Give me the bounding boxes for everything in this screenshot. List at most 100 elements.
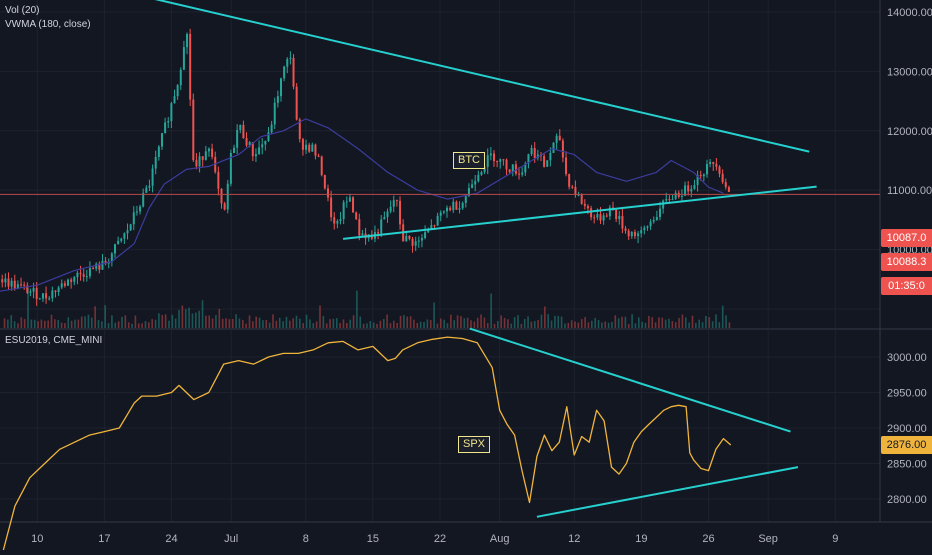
candle-body: [608, 207, 611, 217]
candle-body: [198, 156, 201, 167]
legend-vwma[interactable]: VWMA (180, close): [5, 19, 91, 30]
candle-body: [57, 287, 60, 292]
annotation-spx[interactable]: SPX: [458, 436, 491, 453]
volume-bar: [188, 307, 190, 328]
volume-bar: [440, 318, 442, 328]
legend-volume[interactable]: Vol (20): [5, 5, 40, 16]
candle-body: [643, 227, 646, 231]
candle-body: [117, 240, 120, 245]
volume-bar: [349, 319, 351, 328]
candle-body: [88, 267, 91, 277]
volume-bar: [131, 323, 133, 328]
candle-body: [427, 229, 430, 233]
volume-bar: [523, 318, 526, 328]
volume-bar: [631, 314, 633, 328]
volume-bar: [416, 322, 419, 328]
candle-body: [577, 194, 580, 196]
volume-bar: [574, 321, 576, 328]
candle-body: [258, 147, 261, 155]
volume-bar: [614, 315, 617, 328]
candle-body: [627, 230, 630, 237]
volume-bar: [570, 320, 573, 328]
candle-body: [113, 244, 116, 254]
candle-body: [467, 187, 470, 197]
candle-body: [633, 231, 636, 237]
volume-bar: [238, 318, 241, 328]
spx-trendline-upper: [469, 327, 791, 433]
volume-bar: [601, 322, 603, 328]
candle-body: [477, 174, 480, 182]
volume-bar: [674, 322, 677, 328]
candle-body: [699, 175, 702, 177]
volume-bar: [624, 316, 627, 328]
volume-bar: [406, 316, 409, 328]
candle-body: [76, 272, 79, 278]
volume-bar: [57, 319, 60, 328]
candle-body: [358, 219, 361, 236]
time-axis-tick: 26: [702, 533, 714, 545]
volume-bar: [161, 314, 164, 328]
candle-body: [405, 235, 408, 242]
volume-bar: [725, 315, 727, 328]
candle-body: [420, 238, 423, 241]
volume-bar: [342, 319, 345, 328]
candle-body: [646, 226, 649, 228]
volume-bar: [446, 323, 449, 328]
volume-bar: [101, 321, 103, 328]
volume-bar: [20, 317, 23, 328]
candle-body: [565, 157, 568, 175]
annotation-btc[interactable]: BTC: [453, 152, 485, 169]
candle-body: [164, 122, 167, 134]
candle-body: [380, 219, 383, 234]
candle-body: [702, 174, 705, 177]
volume-bar: [386, 314, 388, 328]
candle-body: [514, 164, 517, 174]
candle-body: [264, 140, 267, 145]
volume-bar: [419, 321, 422, 328]
candle-body: [148, 185, 151, 188]
candle-body: [533, 148, 536, 158]
volume-bar: [144, 321, 147, 328]
legend-es-symbol[interactable]: ESU2019, CME_MINI: [5, 335, 103, 346]
candle-body: [314, 144, 317, 156]
volume-bar: [104, 305, 107, 328]
candle-body: [411, 238, 414, 246]
volume-bar: [77, 319, 80, 328]
volume-bar: [268, 322, 271, 328]
candle-body: [568, 174, 571, 187]
candle-body: [151, 168, 154, 186]
volume-bar: [10, 315, 13, 328]
volume-bar: [681, 314, 684, 328]
candle-body: [139, 206, 142, 212]
candle-body: [693, 184, 696, 189]
volume-bar: [7, 319, 9, 328]
volume-bar: [282, 321, 284, 328]
volume-bar: [372, 322, 375, 328]
volume-bar: [433, 302, 435, 328]
candle-body: [132, 212, 135, 225]
candle-body: [13, 280, 16, 289]
candle-body: [558, 135, 561, 141]
candle-body: [433, 225, 436, 227]
volume-bar: [211, 318, 214, 328]
candle-body: [424, 232, 427, 239]
candle-body: [308, 144, 311, 152]
volume-bar: [191, 313, 194, 328]
btc-price-tick: 14000.00: [887, 7, 932, 19]
candle-body: [727, 187, 730, 192]
candle-body: [417, 240, 420, 242]
volume-bar: [50, 314, 53, 328]
candle-body: [671, 198, 674, 200]
candle-body: [73, 277, 76, 282]
volume-bar: [137, 323, 140, 328]
volume-bar: [40, 319, 43, 328]
volume-bar: [591, 320, 593, 328]
volume-bar: [594, 317, 596, 328]
candle-body: [23, 284, 26, 286]
volume-bar: [33, 319, 36, 328]
volume-bar: [87, 314, 90, 328]
spx-price-tick: 2900.00: [887, 423, 927, 435]
candle-body: [189, 33, 192, 100]
